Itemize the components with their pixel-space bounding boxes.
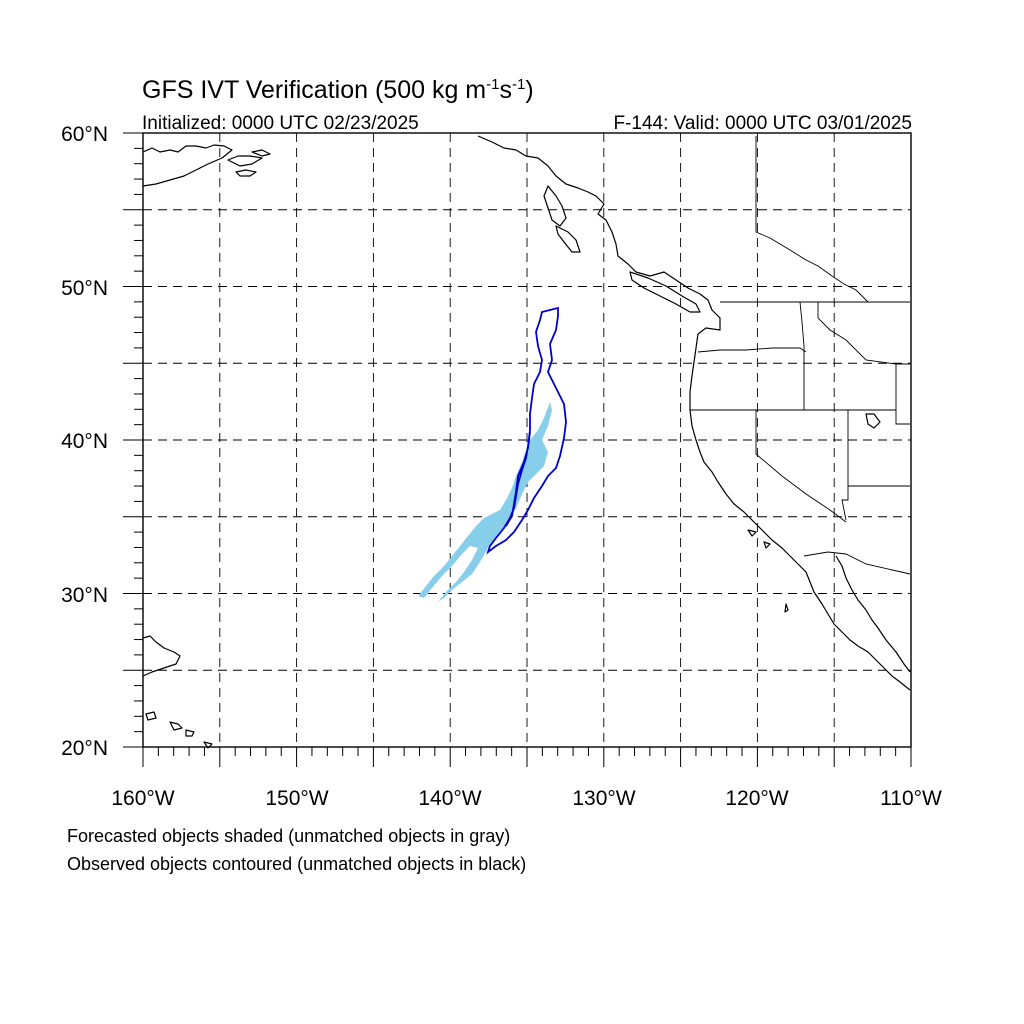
- coastline-alaska-bc: [477, 135, 721, 335]
- lat-label-50: 50°N: [61, 277, 108, 300]
- border-nv-ut: [841, 410, 849, 521]
- forecast-object-shaded: [418, 402, 552, 602]
- lat-label-20: 20°N: [61, 737, 108, 760]
- lon-label-160w: 160°W: [111, 787, 174, 810]
- coastline-asia: [142, 144, 233, 187]
- initialized-label: Initialized: 0000 UTC 02/23/2025: [142, 113, 419, 134]
- lat-label-30: 30°N: [61, 584, 108, 607]
- border-ca-nv: [755, 410, 847, 523]
- longitude-labels: 160°W 150°W 140°W 130°W 120°W 110°W: [111, 787, 942, 810]
- footnote-observed: Observed objects contoured (unmatched ob…: [67, 854, 526, 874]
- valid-time-label: F-144: Valid: 0000 UTC 03/01/2025: [613, 113, 912, 134]
- border-idaho-west: [799, 301, 805, 410]
- coastline-hawaii-region: [142, 635, 181, 677]
- coastline-baja-gulf: [835, 555, 911, 673]
- border-us-mexico: [803, 551, 911, 575]
- lon-label-140w: 140°W: [418, 787, 481, 810]
- lon-label-110w: 110°W: [880, 787, 942, 810]
- coastline-bc-islands: [543, 185, 701, 313]
- latitude-labels: 60°N 50°N 40°N 30°N 20°N: [61, 123, 108, 760]
- forecast-objects: [418, 402, 552, 602]
- lat-label-60: 60°N: [61, 123, 108, 146]
- border-wy: [895, 364, 910, 425]
- lon-label-130w: 130°W: [572, 787, 635, 810]
- coastline-channel-islands: [747, 529, 789, 613]
- coastline-us-west: [689, 333, 911, 691]
- lon-label-150w: 150°W: [265, 787, 328, 810]
- coastline-aleutian-fragments: [227, 149, 271, 177]
- axis-ticks: [123, 132, 912, 767]
- border-mt: [817, 302, 910, 365]
- gridlines: [143, 133, 911, 747]
- map-frame: [142, 132, 912, 748]
- observed-objects: [486, 306, 567, 555]
- figure-title: GFS IVT Verification (500 kg m-1s-1): [142, 76, 534, 104]
- great-salt-lake: [865, 413, 881, 429]
- coastline-pacific-islets: [145, 711, 213, 749]
- political-borders: [690, 136, 911, 575]
- coastlines: [142, 135, 911, 749]
- border-wa-or: [697, 347, 807, 353]
- border-alaska-canada: [755, 136, 869, 303]
- lat-label-40: 40°N: [61, 430, 108, 453]
- footnote-forecast: Forecasted objects shaded (unmatched obj…: [67, 826, 510, 846]
- observed-object-contour: [486, 306, 567, 555]
- lon-label-120w: 120°W: [725, 787, 788, 810]
